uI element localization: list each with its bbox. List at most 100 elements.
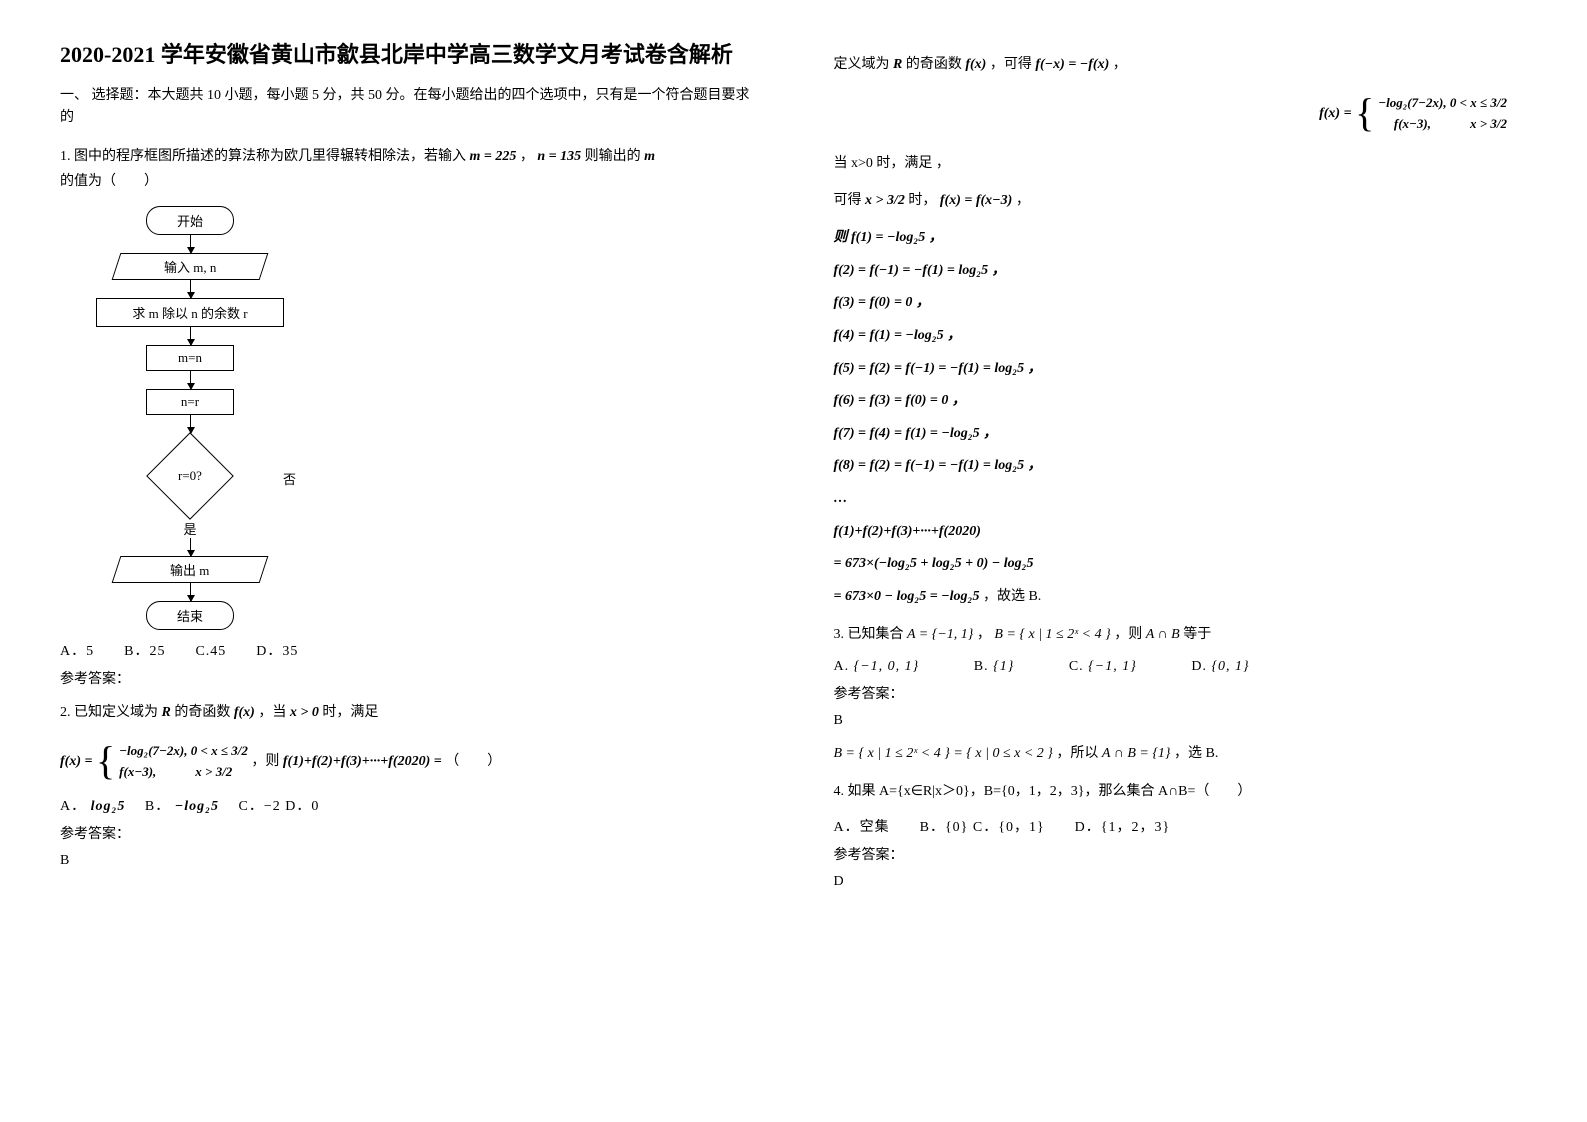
q2-answer-label: 参考答案： bbox=[60, 823, 754, 843]
sol-r4: f(4) = f(1) = −log₂5 ， bbox=[834, 323, 1528, 350]
q3-comma1: ， bbox=[977, 627, 991, 642]
q3-optB: {1} bbox=[993, 659, 1014, 674]
sol-sum3b: ，故选 B. bbox=[983, 589, 1041, 604]
q3-sol-d: ，选 B. bbox=[1174, 746, 1218, 761]
q1-m-value: m = 225 bbox=[470, 149, 517, 164]
q1-m-var: m bbox=[644, 149, 655, 164]
sol-l2a: 可得 bbox=[834, 193, 866, 208]
sol-r2: f(2) = f(−1) = −f(1) = log₂5 ， bbox=[834, 258, 1528, 285]
sol-l1eq: f(−x) = −f(x) bbox=[1035, 57, 1109, 72]
flow-decision-wrap: r=0? 否 bbox=[90, 445, 290, 507]
flow-input-text: 输入 m, n bbox=[164, 257, 216, 276]
q3-sol-a: B = { x | 1 ≤ 2ˣ < 4 } = { x | 0 ≤ x < 2… bbox=[834, 746, 1053, 761]
q3-optA: {−1, 0, 1} bbox=[854, 659, 920, 674]
section-1-heading: 一、 选择题：本大题共 10 小题，每小题 5 分，共 50 分。在每小题给出的… bbox=[60, 85, 754, 130]
q3-answer-label: 参考答案： bbox=[834, 683, 1528, 703]
left-column: 2020-2021 学年安徽省黄山市歙县北岸中学高三数学文月考试卷含解析 一、 … bbox=[60, 40, 754, 890]
flow-label-no: 否 bbox=[283, 469, 296, 488]
q3-optC: {−1, 1} bbox=[1088, 659, 1137, 674]
q3-stem-a: 3. 已知集合 bbox=[834, 627, 908, 642]
q2-stem-a: 2. 已知定义域为 bbox=[60, 705, 158, 720]
sol-piece-pre-text: 当 x>0 时，满足 bbox=[834, 156, 933, 171]
flow-output-text: 输出 m bbox=[170, 560, 209, 579]
flow-arrow bbox=[190, 327, 191, 345]
q3-solution: B = { x | 1 ≤ 2ˣ < 4 } = { x | 0 ≤ x < 2… bbox=[834, 741, 1528, 766]
sol-piecewise: f(x) = { −log₂(7−2x), 0 < x ≤ 3/2 f(x−3)… bbox=[834, 89, 1528, 139]
sol-r1: 则 f(1) = −log₂5 ， bbox=[834, 225, 1528, 252]
q1-answer-label: 参考答案： bbox=[60, 668, 754, 688]
sol-piece-pre: 当 x>0 时，满足 ， bbox=[834, 151, 1528, 176]
sol-r8: f(8) = f(2) = f(−1) = −f(1) = log₂5 ， bbox=[834, 453, 1528, 480]
question-4: 4. 如果 A={x∈R|x＞0}，B={0，1，2，3}，那么集合 A∩B=（… bbox=[834, 779, 1528, 804]
q2-stem-c: ，当 bbox=[258, 705, 290, 720]
q1-stem-e: 则输出的 bbox=[585, 149, 645, 164]
sol-sum3a: = 673×0 − log₂5 = −log₂5 bbox=[834, 589, 980, 604]
right-column: 定义域为 R 的奇函数 f(x) ，可得 f(−x) = −f(x) ， f(x… bbox=[834, 40, 1528, 890]
q2-piecewise: f(x) = { −log₂(7−2x), 0 < x ≤ 3/2 f(x−3)… bbox=[60, 737, 754, 787]
q2-answer: B bbox=[60, 853, 754, 869]
q3-stem-b: ，则 bbox=[1114, 627, 1146, 642]
sol-l1d: ， bbox=[1113, 57, 1127, 72]
q2-stem-d: 时，满足 bbox=[322, 705, 378, 720]
q1-stem-a: 1. 图中的程序框图所描述的算法称为欧几里得辗转相除法，若输入 bbox=[60, 149, 466, 164]
sol-l1a: 定义域为 bbox=[834, 57, 890, 72]
q2-piece-top: −log₂(7−2x), 0 < x ≤ 3/2 bbox=[119, 741, 248, 762]
q4-answer: D bbox=[834, 874, 1528, 890]
q3-optB-l: B. bbox=[974, 659, 989, 674]
sol-piece-top: −log₂(7−2x), 0 < x ≤ 3/2 bbox=[1378, 93, 1507, 114]
sol-piece-bot: f(x−3), x > 3/2 bbox=[1378, 114, 1507, 135]
q2-optB: −log₂5 bbox=[175, 799, 219, 814]
q2-solution-line1: 定义域为 R 的奇函数 f(x) ，可得 f(−x) = −f(x) ， bbox=[834, 52, 1528, 77]
flow-end: 结束 bbox=[146, 601, 234, 630]
flow-arrow bbox=[190, 371, 191, 389]
sol-l1R: R bbox=[893, 57, 902, 72]
q4-answer-label: 参考答案： bbox=[834, 844, 1528, 864]
sol-r6: f(6) = f(3) = f(0) = 0 ， bbox=[834, 388, 1528, 415]
sol-l2c: 时， bbox=[908, 193, 936, 208]
sol-l1b: 的奇函数 bbox=[906, 57, 962, 72]
sol-line2: 可得 x > 3/2 时， f(x) = f(x−3) ， bbox=[834, 188, 1528, 213]
q2-tail-c: （ ） bbox=[445, 754, 501, 769]
q2-R: R bbox=[162, 705, 171, 720]
q2-optA-l: A． bbox=[60, 799, 86, 814]
sol-l1fx: f(x) bbox=[965, 57, 986, 72]
q2-tail-a: ，则 bbox=[251, 754, 283, 769]
sol-r3: f(3) = f(0) = 0 ， bbox=[834, 290, 1528, 317]
document-title: 2020-2021 学年安徽省黄山市歙县北岸中学高三数学文月考试卷含解析 bbox=[60, 40, 754, 71]
q1-stem-c: ， bbox=[520, 149, 534, 164]
sol-l1c: ，可得 bbox=[990, 57, 1032, 72]
q2-piece-bot: f(x−3), x > 3/2 bbox=[119, 762, 248, 783]
q1-stem-g: 的值为（ ） bbox=[60, 174, 158, 189]
q3-stem-c: 等于 bbox=[1183, 627, 1211, 642]
flow-output: 输出 m bbox=[112, 556, 269, 583]
q3-sol-b: ，所以 bbox=[1056, 746, 1102, 761]
flow-start: 开始 bbox=[146, 206, 234, 235]
flow-arrow bbox=[190, 583, 191, 601]
q2-sum-expr: f(1)+f(2)+f(3)+···+f(2020) = bbox=[283, 754, 442, 769]
sol-sum2: = 673×(−log₂5 + log₂5 + 0) − log₂5 bbox=[834, 551, 1528, 578]
section-1-text: 一、 选择题：本大题共 10 小题，每小题 5 分，共 50 分。在每小题给出的… bbox=[60, 88, 750, 125]
flow-step2: m=n bbox=[146, 345, 234, 371]
flow-step1: 求 m 除以 n 的余数 r bbox=[96, 298, 284, 327]
q3-optA-l: A. bbox=[834, 659, 850, 674]
flow-arrow bbox=[190, 415, 191, 433]
q2-stem-b: 的奇函数 bbox=[174, 705, 230, 720]
question-2: 2. 已知定义域为 R 的奇函数 f(x) ，当 x > 0 时，满足 bbox=[60, 700, 754, 725]
q2-optB-l: B． bbox=[130, 799, 170, 814]
q3-optD-l: D. bbox=[1191, 659, 1207, 674]
flow-input: 输入 m, n bbox=[112, 253, 269, 280]
sol-l2b: x > 3/2 bbox=[865, 193, 905, 208]
q1-n-value: n = 135 bbox=[537, 149, 581, 164]
q3-sol-c: A ∩ B = {1} bbox=[1102, 746, 1171, 761]
sol-dots: … bbox=[834, 486, 1528, 513]
q2-optA: log₂5 bbox=[91, 799, 126, 814]
q3-options: A. {−1, 0, 1} B. {1} C. {−1, 1} D. {0, 1… bbox=[834, 659, 1528, 675]
sol-sum1: f(1)+f(2)+f(3)+···+f(2020) bbox=[834, 519, 1528, 546]
flow-decision: r=0? bbox=[146, 432, 234, 520]
flow-step3: n=r bbox=[146, 389, 234, 415]
flow-arrow bbox=[190, 280, 191, 298]
flowchart: 开始 输入 m, n 求 m 除以 n 的余数 r m=n n=r r=0? 否… bbox=[90, 206, 290, 630]
q3-answer: B bbox=[834, 713, 1528, 729]
q2-xgt0: x > 0 bbox=[290, 705, 319, 720]
q3-setB: B = { x | 1 ≤ 2ˣ < 4 } bbox=[994, 627, 1110, 642]
